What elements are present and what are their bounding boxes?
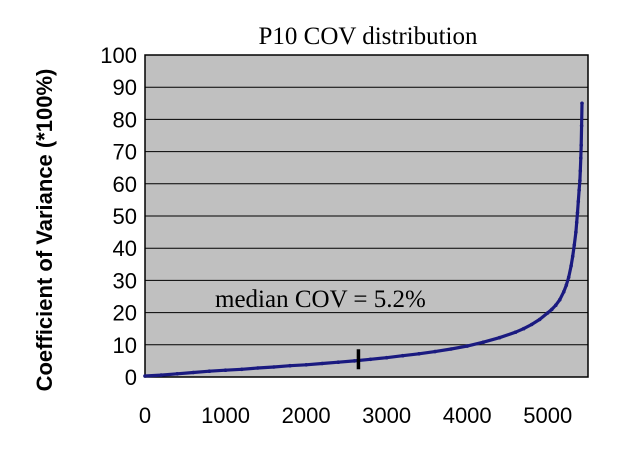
data-point	[272, 365, 276, 369]
x-tick-labels: 0 1000 2000 3000 4000 5000	[139, 403, 572, 428]
data-point	[433, 349, 437, 354]
data-point	[537, 317, 542, 322]
data-point	[513, 330, 518, 335]
data-point	[578, 169, 583, 173]
y-tick-label: 70	[113, 140, 137, 165]
y-tick-label: 30	[113, 268, 137, 293]
data-point	[465, 344, 470, 348]
y-tick-label: 0	[125, 365, 137, 390]
data-point	[336, 360, 341, 365]
x-tick-label: 1000	[201, 403, 250, 428]
data-point	[572, 243, 577, 247]
data-point	[579, 124, 584, 128]
data-point	[575, 211, 580, 215]
data-point	[239, 367, 244, 372]
data-point	[550, 307, 554, 312]
data-point	[175, 372, 179, 376]
y-tick-label: 80	[113, 107, 137, 132]
annotation-text: median COV = 5.2%	[215, 286, 426, 313]
data-point	[320, 361, 325, 366]
x-tick-label: 3000	[362, 403, 411, 428]
x-tick-label: 5000	[523, 403, 572, 428]
data-point	[288, 363, 292, 368]
data-point	[143, 374, 147, 378]
data-point	[521, 326, 526, 331]
series-line	[143, 101, 584, 378]
data-point	[481, 340, 486, 345]
data-point	[417, 352, 421, 356]
data-point	[579, 156, 583, 160]
grid-lines	[145, 86, 588, 346]
y-tick-label: 20	[113, 301, 137, 326]
data-point	[384, 355, 389, 360]
data-point	[255, 366, 260, 370]
x-tick-label: 2000	[282, 403, 331, 428]
data-point	[569, 264, 573, 268]
y-tick-label: 60	[113, 172, 137, 197]
data-point	[579, 143, 583, 147]
y-tick-label: 40	[113, 236, 137, 261]
x-tick-label: 4000	[443, 403, 492, 428]
data-point	[577, 188, 581, 192]
data-point	[352, 359, 357, 363]
y-tick-label: 50	[113, 204, 137, 229]
data-point	[207, 369, 212, 374]
data-point	[578, 178, 582, 183]
data-point	[497, 335, 502, 340]
data-point	[570, 254, 575, 259]
data-point	[191, 370, 196, 375]
data-point	[574, 220, 579, 225]
y-axis-label: Coefficient of Variance (*100%)	[32, 69, 57, 392]
data-point	[529, 322, 534, 327]
data-point	[449, 347, 453, 351]
y-tick-label: 90	[113, 75, 137, 100]
data-point	[400, 353, 405, 358]
data-point	[564, 283, 569, 288]
data-point	[576, 199, 581, 204]
y-tick-label: 10	[113, 333, 137, 358]
data-point	[545, 311, 550, 315]
y-tick-label: 100	[100, 43, 137, 68]
data-point	[223, 368, 228, 373]
data-point	[562, 289, 566, 294]
data-point	[566, 275, 571, 280]
data-point	[580, 101, 584, 106]
data-point	[574, 230, 578, 234]
data-point	[558, 297, 562, 302]
data-point	[554, 303, 558, 308]
x-tick-label: 0	[139, 403, 151, 428]
data-point	[368, 357, 373, 362]
y-tick-labels: 0 10 20 30 40 50 60 70 80 90 100	[100, 43, 137, 390]
chart-title: P10 COV distribution	[258, 23, 478, 50]
data-series	[143, 101, 584, 378]
data-point	[159, 373, 163, 377]
data-point	[304, 363, 308, 367]
